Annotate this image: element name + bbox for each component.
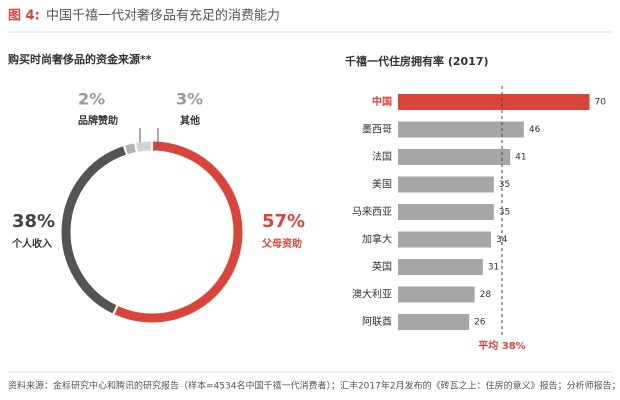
value-label: 46 [529,125,541,135]
chart-title: 购买时尚奢侈品的资金来源** [8,52,152,66]
value-label: 34 [496,235,508,245]
bar [398,149,511,165]
average-label: 平均 38% [478,339,525,352]
bar [398,259,483,275]
figure-title: 中国千禧一代对奢侈品有充足的消费能力 [46,8,280,24]
category-label: 中国 [372,95,392,108]
figure-label: 图 4: [8,9,40,24]
category-label: 个人收入 [11,237,52,250]
bar [398,314,470,330]
source-note: 资料来源：金标研究中心和腾讯的研究报告（样本=4534名中国千禧一代消费者）；汇… [8,380,620,392]
category-label: 墨西哥 [362,124,392,136]
bar [398,121,524,138]
bar [398,231,492,248]
value-label: 57% [262,211,305,232]
value-label: 26 [474,318,486,328]
value-label: 38% [12,211,55,232]
value-label: 2% [78,90,105,109]
value-label: 31 [488,263,499,273]
category-label: 加拿大 [362,233,392,246]
category-label: 澳大利亚 [352,288,392,301]
bar [398,204,494,220]
category-label: 品牌赞助 [78,114,118,127]
bar [398,94,590,110]
value-label: 70 [595,98,607,108]
category-label: 马来西亚 [352,206,392,218]
value-label: 28 [480,290,492,300]
chart-title: 千禧一代住房拥有率 (2017) [345,54,489,68]
donut-segment [125,143,136,155]
donut-segment [136,141,152,152]
category-label: 美国 [372,178,392,191]
category-label: 其他 [180,114,200,127]
bar [398,286,475,303]
value-label: 35 [499,208,510,218]
category-label: 法国 [372,150,392,163]
category-label: 阿联酋 [362,315,392,328]
category-label: 英国 [372,260,392,273]
value-label: 3% [176,90,203,109]
category-label: 父母资助 [261,237,302,250]
value-label: 41 [515,153,526,163]
value-label: 35 [499,180,510,190]
donut-segment [114,141,243,323]
bar [398,176,494,193]
donut-segment [61,146,126,314]
